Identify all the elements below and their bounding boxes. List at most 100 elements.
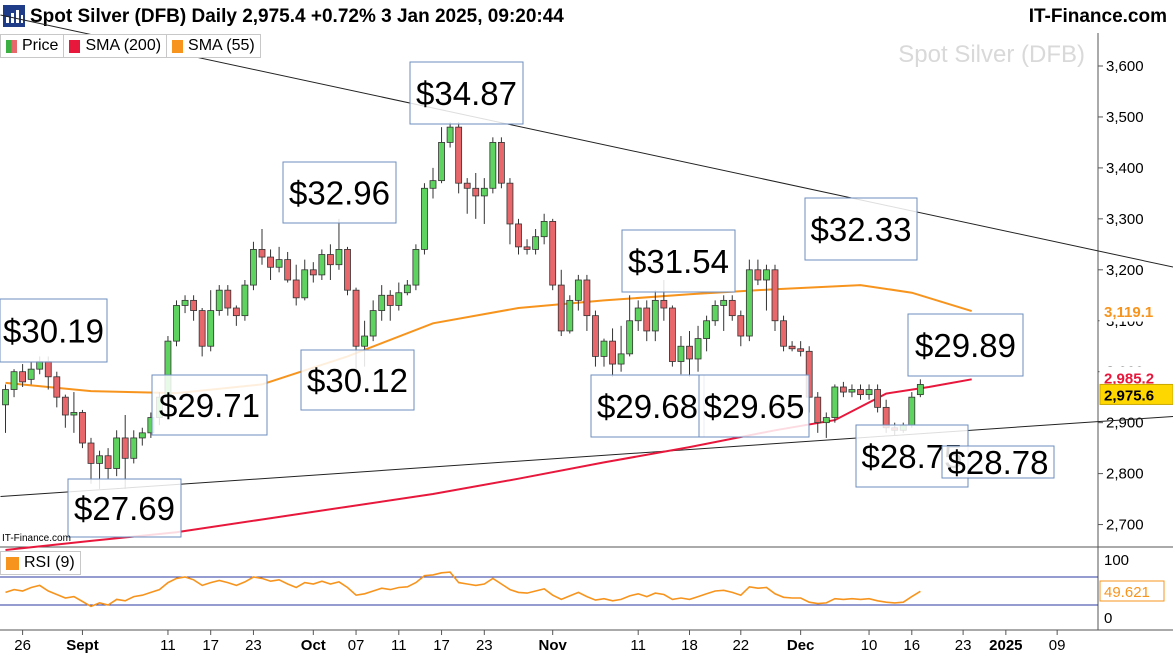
candle [814, 392, 822, 433]
candle-body [207, 310, 215, 347]
y-tick-label: 3,600 [1106, 58, 1144, 75]
candle-body [728, 299, 736, 317]
candle-body [258, 249, 266, 258]
candle [395, 282, 403, 311]
candle-body [27, 368, 35, 380]
candle [369, 300, 377, 342]
candle-body [857, 389, 864, 396]
legend-item-price[interactable]: Price [0, 34, 65, 58]
candle [61, 394, 69, 428]
candle-body [403, 284, 411, 294]
candle [737, 310, 745, 347]
rsi-tick-100: 100 [1104, 552, 1129, 569]
x-tick-label: Sept [66, 637, 99, 654]
sma200-swatch [69, 39, 81, 53]
candle [104, 448, 112, 479]
candle-body [788, 345, 796, 350]
candle-body [395, 292, 403, 306]
candle-body [284, 259, 292, 281]
candle [267, 249, 274, 280]
annotation-box [621, 229, 736, 293]
legend-item-sma55[interactable]: SMA (55) [167, 34, 261, 58]
candle-body [780, 320, 787, 347]
candle [472, 172, 480, 219]
candle [549, 218, 557, 291]
x-tick-label: 18 [681, 637, 698, 654]
candle-body [352, 289, 360, 347]
candle [497, 137, 505, 189]
annotation-label: $30.19 [3, 313, 104, 350]
candle-body [19, 371, 27, 383]
x-tick-label: 17 [202, 637, 219, 654]
watermark: Spot Silver (DFB) [898, 41, 1085, 68]
rsi-value-tag-text: 49.621 [1104, 584, 1150, 601]
x-tick-label: 17 [433, 637, 450, 654]
candle-body [301, 269, 309, 299]
annotation-label: $29.68 [597, 388, 698, 425]
candle-body [720, 299, 728, 306]
candle-body [455, 126, 463, 184]
candle [113, 430, 121, 477]
candle [566, 295, 574, 334]
candle-body [344, 249, 351, 291]
candle [403, 279, 411, 296]
candle-body [686, 345, 693, 360]
x-tick-label: 09 [1049, 637, 1066, 654]
candle [651, 290, 659, 342]
price-annotation: $30.12 [300, 349, 415, 411]
x-tick-label: Oct [301, 637, 326, 654]
candle-body [318, 254, 326, 276]
candle [318, 249, 326, 280]
candle-body [241, 284, 249, 317]
candle-body [138, 432, 146, 439]
candle [258, 229, 266, 265]
candle [831, 384, 839, 423]
candle-body [515, 223, 522, 248]
chart-header: Spot Silver (DFB) Daily 2,975.4 +0.72% 3… [0, 0, 1173, 33]
candle [634, 300, 642, 331]
legend-item-rsi[interactable]: RSI (9) [0, 551, 81, 575]
candle [173, 300, 180, 347]
candle [703, 315, 710, 352]
chart-title: Spot Silver (DFB) Daily 2,975.4 +0.72% 3… [30, 6, 564, 27]
annotation-label: $29.71 [159, 387, 260, 424]
annotation-label: $27.69 [74, 490, 175, 527]
candle-body [574, 279, 582, 301]
candle-body [592, 315, 599, 357]
candle [711, 300, 719, 326]
annotation-label: $29.89 [915, 327, 1016, 364]
candle-body [711, 305, 719, 322]
x-tick-label: 22 [732, 637, 749, 654]
candle [865, 384, 873, 400]
candle [669, 305, 676, 367]
candle-body [421, 187, 428, 250]
candle-body [497, 142, 505, 184]
annotation-box [282, 161, 397, 224]
candle-body [198, 310, 206, 347]
candle-body [53, 376, 61, 398]
candle [617, 325, 625, 372]
candle [190, 295, 198, 321]
candle-body [326, 254, 334, 266]
legend-item-sma200[interactable]: SMA (200) [64, 34, 168, 58]
candle [2, 384, 9, 433]
annotation-box [698, 374, 810, 438]
last-price-tag-bg [1099, 383, 1173, 405]
annotation-label: $32.96 [289, 175, 390, 212]
x-tick-label: 11 [391, 637, 407, 654]
candle [446, 122, 454, 148]
rsi-value-tag: 49.621 [1099, 580, 1165, 602]
candle-body [446, 126, 454, 143]
candle-body [600, 340, 608, 357]
candle-body [540, 220, 548, 238]
last-price-tag: 2,975.6 [1099, 383, 1173, 405]
price-annotation: $31.54 [621, 229, 736, 293]
annotation-label: $30.12 [307, 362, 408, 399]
candle-body [583, 279, 591, 317]
rsi-tick-0: 0 [1104, 610, 1112, 627]
legend-label-rsi: RSI (9) [24, 554, 75, 571]
candle [720, 295, 728, 331]
sma55-value-tag-bg [1099, 300, 1173, 322]
candle [506, 178, 514, 245]
